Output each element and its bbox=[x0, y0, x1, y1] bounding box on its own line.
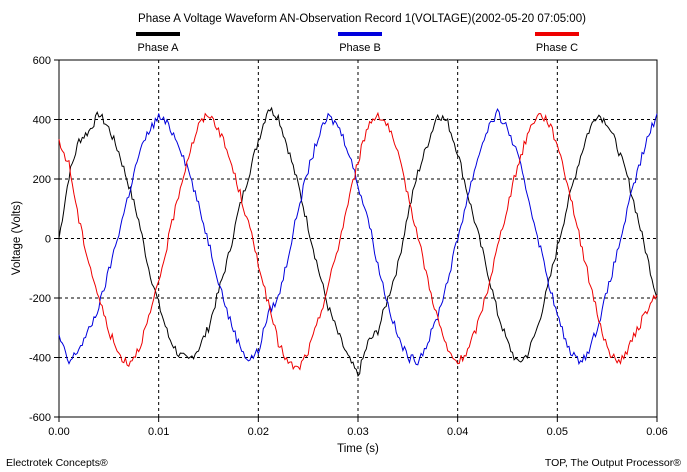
x-tick-label: 0.05 bbox=[547, 426, 568, 438]
legend-swatch bbox=[338, 32, 382, 36]
y-tick-label: -200 bbox=[29, 293, 51, 305]
y-tick-label: 400 bbox=[33, 115, 51, 127]
legend-swatch bbox=[535, 32, 579, 36]
footer-left: Electrotek Concepts® bbox=[6, 457, 108, 469]
x-tick-label: 0.00 bbox=[48, 426, 69, 438]
series-line-phase-a bbox=[58, 106, 658, 378]
x-tick-label: 0.04 bbox=[447, 426, 468, 438]
y-tick-label: -400 bbox=[29, 353, 51, 365]
legend-label: Phase B bbox=[339, 42, 381, 54]
y-tick-label: 600 bbox=[33, 55, 51, 67]
y-tick-label: -600 bbox=[29, 412, 51, 424]
x-tick-label: 0.06 bbox=[646, 426, 667, 438]
chart-title: Phase A Voltage Waveform AN-Observation … bbox=[138, 13, 586, 25]
x-tick-label: 0.01 bbox=[148, 426, 169, 438]
x-tick-label: 0.02 bbox=[248, 426, 269, 438]
x-axis-label: Time (s) bbox=[337, 443, 379, 455]
y-tick-label: 0 bbox=[45, 234, 51, 246]
legend-label: Phase C bbox=[536, 42, 578, 54]
legend: Phase A Phase B Phase C bbox=[136, 32, 579, 54]
footer-right: TOP, The Output Processor® bbox=[545, 457, 681, 469]
y-axis-label: Voltage (Volts) bbox=[11, 201, 23, 275]
series-group bbox=[58, 106, 658, 378]
legend-swatch bbox=[136, 32, 180, 36]
plot-frame bbox=[58, 59, 658, 418]
grid bbox=[59, 60, 657, 417]
ticks: 0.00 0.01 0.02 0.03 0.04 0.05 0.06 600 400 200 0 -2… bbox=[29, 55, 668, 438]
series-line-phase-b bbox=[58, 107, 658, 366]
series-line-phase-c bbox=[58, 111, 658, 371]
y-tick-label: 200 bbox=[33, 174, 51, 186]
legend-label: Phase A bbox=[138, 42, 180, 54]
x-tick-label: 0.03 bbox=[347, 426, 368, 438]
